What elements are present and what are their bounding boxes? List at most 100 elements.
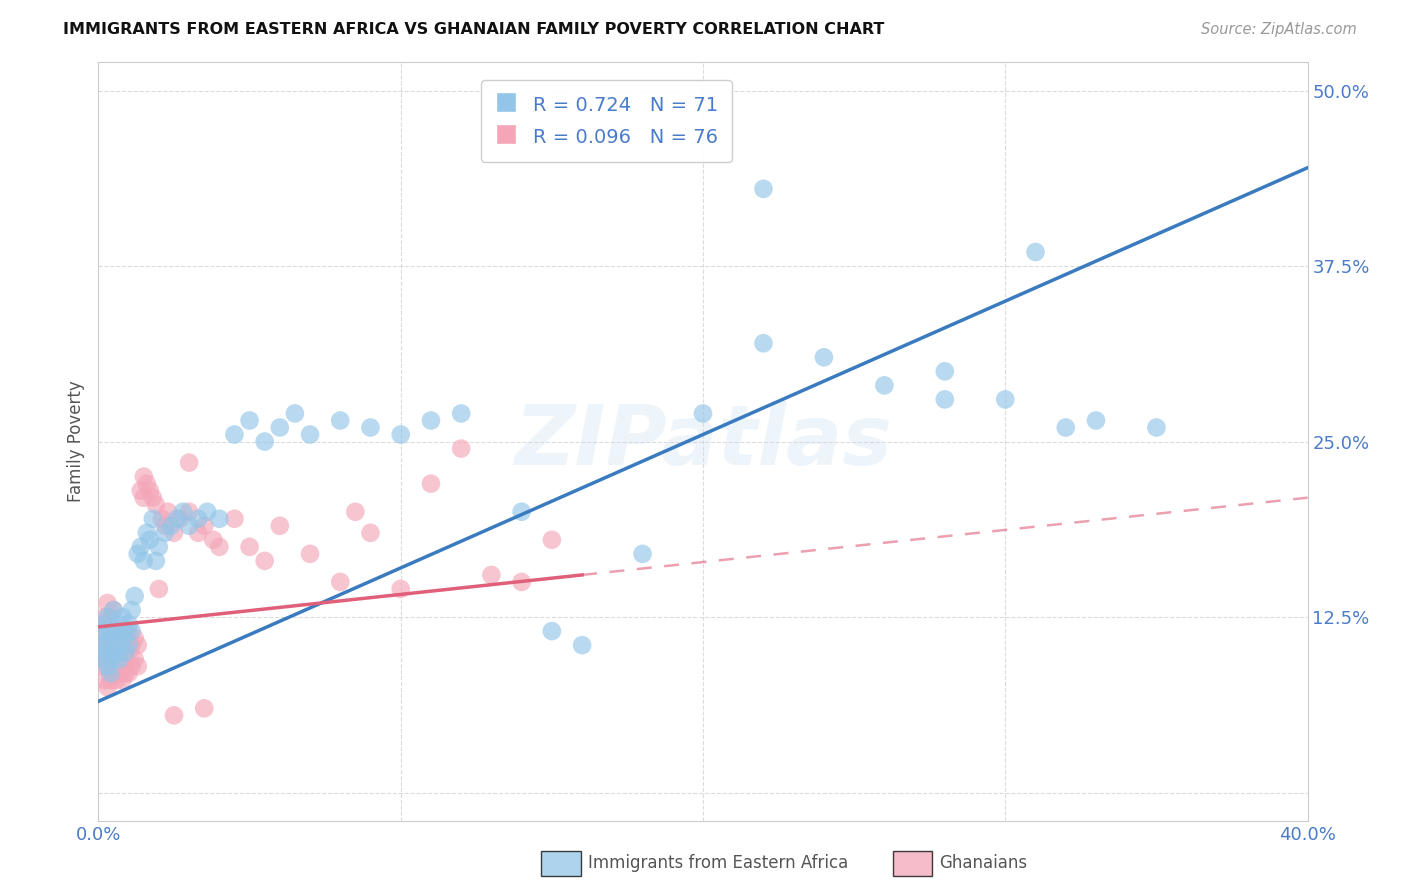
Point bbox=[284, 407, 307, 421]
Point bbox=[752, 182, 775, 196]
Point bbox=[105, 645, 128, 659]
Point bbox=[111, 610, 134, 624]
Point bbox=[114, 652, 136, 666]
Point bbox=[114, 645, 136, 659]
Point bbox=[934, 392, 956, 407]
Point bbox=[139, 533, 162, 547]
Point bbox=[121, 624, 143, 639]
Point bbox=[96, 638, 118, 652]
Point bbox=[150, 512, 173, 526]
Point bbox=[90, 624, 112, 639]
Point bbox=[239, 540, 262, 554]
FancyBboxPatch shape bbox=[541, 851, 581, 876]
Point bbox=[873, 378, 896, 392]
Point bbox=[132, 469, 155, 483]
Point bbox=[118, 666, 141, 681]
Point bbox=[132, 554, 155, 568]
Point bbox=[103, 603, 125, 617]
Point bbox=[105, 645, 128, 659]
Point bbox=[111, 645, 134, 659]
Point bbox=[118, 645, 141, 659]
Point bbox=[118, 638, 141, 652]
Point bbox=[90, 645, 112, 659]
Point bbox=[93, 617, 115, 632]
Point bbox=[114, 666, 136, 681]
Point bbox=[103, 603, 125, 617]
Point bbox=[105, 673, 128, 688]
Point bbox=[1144, 420, 1167, 434]
Point bbox=[114, 631, 136, 645]
Point bbox=[93, 610, 115, 624]
FancyBboxPatch shape bbox=[893, 851, 932, 876]
Point bbox=[111, 673, 134, 688]
Point bbox=[100, 624, 122, 639]
Point bbox=[121, 638, 143, 652]
Point bbox=[129, 483, 152, 498]
Point bbox=[121, 603, 143, 617]
Point bbox=[1054, 420, 1077, 434]
Point bbox=[389, 582, 412, 596]
Point bbox=[389, 427, 412, 442]
Point bbox=[90, 659, 112, 673]
Point bbox=[100, 610, 122, 624]
Point bbox=[420, 476, 443, 491]
Text: Source: ZipAtlas.com: Source: ZipAtlas.com bbox=[1201, 22, 1357, 37]
Point bbox=[752, 336, 775, 351]
Point bbox=[132, 491, 155, 505]
Point bbox=[93, 638, 115, 652]
Point bbox=[253, 554, 276, 568]
Point bbox=[135, 476, 157, 491]
Point bbox=[692, 407, 714, 421]
Point bbox=[1024, 245, 1046, 260]
Point bbox=[96, 596, 118, 610]
Point bbox=[202, 533, 225, 547]
Point bbox=[127, 547, 149, 561]
Point bbox=[139, 483, 162, 498]
Point bbox=[163, 708, 186, 723]
Point bbox=[813, 351, 835, 365]
Point bbox=[329, 413, 352, 427]
Point bbox=[360, 420, 382, 434]
Point bbox=[195, 505, 218, 519]
Point bbox=[96, 659, 118, 673]
Point bbox=[114, 624, 136, 639]
Point bbox=[100, 645, 122, 659]
Point bbox=[108, 666, 131, 681]
Point bbox=[420, 413, 443, 427]
Point bbox=[631, 547, 654, 561]
Point bbox=[224, 512, 246, 526]
Point bbox=[450, 442, 472, 456]
Point bbox=[105, 624, 128, 639]
Point bbox=[193, 518, 215, 533]
Point bbox=[111, 631, 134, 645]
Point bbox=[224, 427, 246, 442]
Point bbox=[108, 652, 131, 666]
Point bbox=[179, 505, 201, 519]
Point bbox=[100, 631, 122, 645]
Point bbox=[93, 631, 115, 645]
Point bbox=[179, 518, 201, 533]
Point bbox=[129, 540, 152, 554]
Text: ZIPatlas: ZIPatlas bbox=[515, 401, 891, 482]
Point bbox=[121, 659, 143, 673]
Point bbox=[93, 652, 115, 666]
Point bbox=[253, 434, 276, 449]
Point bbox=[145, 498, 167, 512]
Text: IMMIGRANTS FROM EASTERN AFRICA VS GHANAIAN FAMILY POVERTY CORRELATION CHART: IMMIGRANTS FROM EASTERN AFRICA VS GHANAI… bbox=[63, 22, 884, 37]
Point bbox=[127, 638, 149, 652]
Point bbox=[145, 554, 167, 568]
Point bbox=[510, 574, 533, 589]
Point bbox=[450, 407, 472, 421]
Point bbox=[153, 518, 176, 533]
Point bbox=[118, 617, 141, 632]
Point bbox=[103, 645, 125, 659]
Point bbox=[160, 518, 183, 533]
Point bbox=[193, 701, 215, 715]
Point bbox=[127, 659, 149, 673]
Point bbox=[96, 617, 118, 632]
Point bbox=[124, 589, 146, 603]
Point bbox=[142, 491, 165, 505]
Point bbox=[179, 456, 201, 470]
Point bbox=[100, 673, 122, 688]
Point bbox=[187, 525, 209, 540]
